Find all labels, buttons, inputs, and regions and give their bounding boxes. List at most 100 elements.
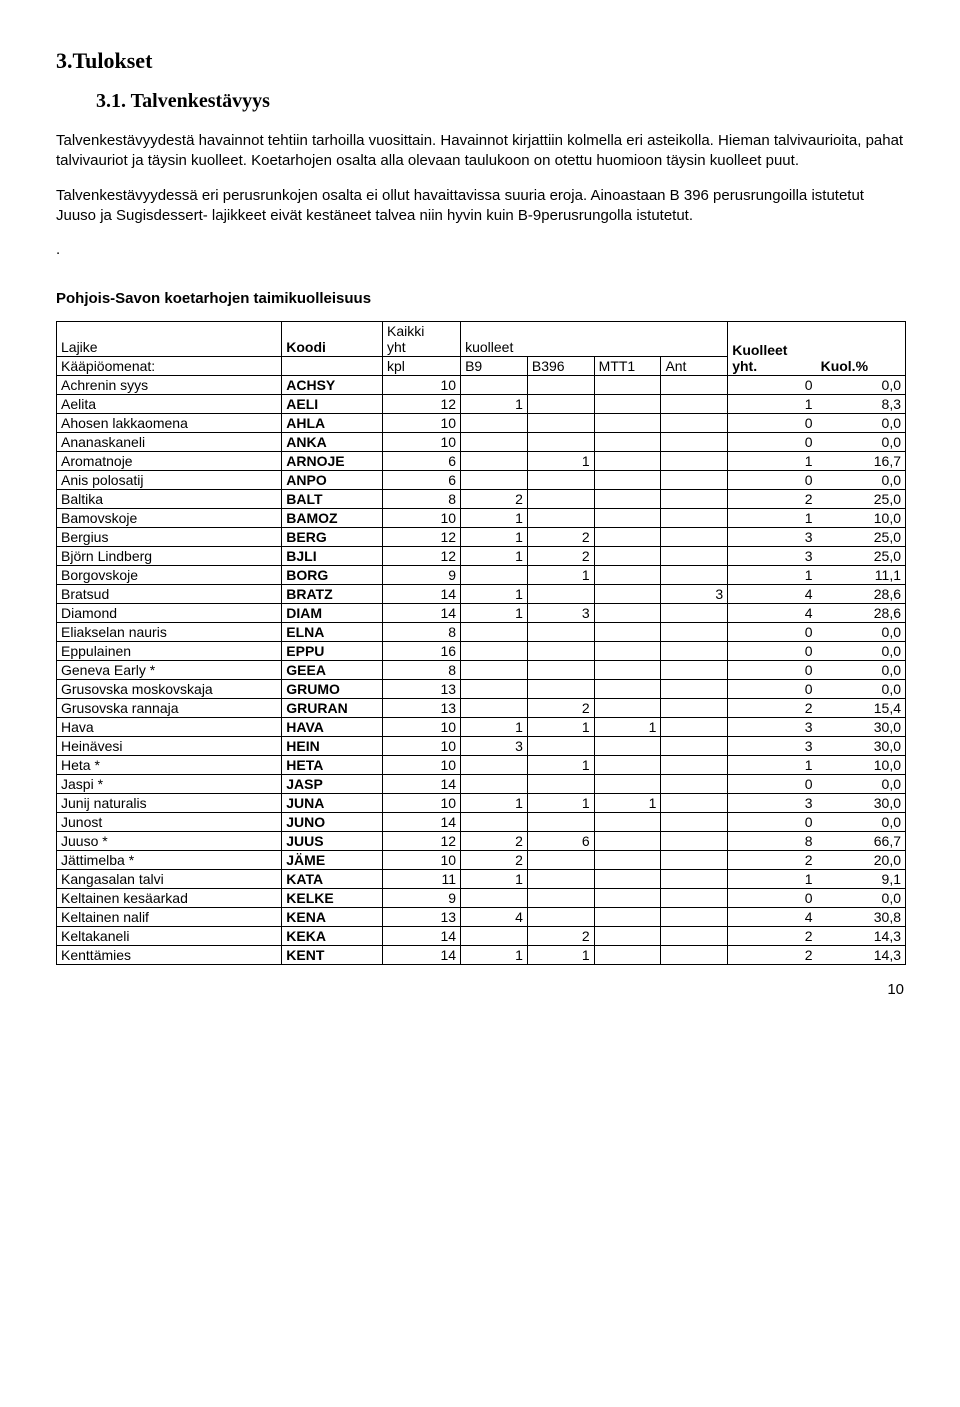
col-kaikkiyht: Kaikki yht <box>383 322 461 357</box>
cell-code: KENT <box>282 946 383 965</box>
cell-name: Bratsud <box>57 585 282 604</box>
col-koodi: Koodi <box>282 322 383 357</box>
cell-b9: 1 <box>461 946 528 965</box>
cell-mtt1 <box>594 908 661 927</box>
cell-b396: 6 <box>527 832 594 851</box>
cell-code: BAMOZ <box>282 509 383 528</box>
page-number: 10 <box>56 981 904 998</box>
cell-kuolpct: 0,0 <box>817 414 906 433</box>
cell-name: Jättimelba * <box>57 851 282 870</box>
cell-kpl: 14 <box>383 946 461 965</box>
cell-code: ELNA <box>282 623 383 642</box>
table-row: Junij naturalisJUNA10111330,0 <box>57 794 906 813</box>
cell-kuolpct: 14,3 <box>817 927 906 946</box>
cell-b396 <box>527 775 594 794</box>
cell-code: JASP <box>282 775 383 794</box>
cell-mtt1 <box>594 433 661 452</box>
cell-kuolpct: 30,0 <box>817 718 906 737</box>
cell-b9 <box>461 566 528 585</box>
cell-kuolleet-yht: 0 <box>728 775 817 794</box>
cell-code: BORG <box>282 566 383 585</box>
cell-b396: 3 <box>527 604 594 623</box>
table-row: BaltikaBALT82225,0 <box>57 490 906 509</box>
cell-name: Diamond <box>57 604 282 623</box>
cell-kuolleet-yht: 0 <box>728 414 817 433</box>
cell-kuolpct: 28,6 <box>817 604 906 623</box>
cell-kpl: 8 <box>383 490 461 509</box>
cell-code: JUNO <box>282 813 383 832</box>
cell-ant <box>661 680 728 699</box>
cell-b396: 2 <box>527 927 594 946</box>
kaikki-line2: yht <box>387 339 406 355</box>
heading-sub: 3.1. Talvenkestävyys <box>96 90 904 113</box>
cell-mtt1 <box>594 756 661 775</box>
cell-ant <box>661 433 728 452</box>
cell-ant <box>661 908 728 927</box>
cell-kuolpct: 25,0 <box>817 490 906 509</box>
col-b9: B9 <box>461 357 528 376</box>
cell-kpl: 14 <box>383 775 461 794</box>
cell-name: Achrenin syys <box>57 376 282 395</box>
cell-ant <box>661 395 728 414</box>
cell-mtt1 <box>594 395 661 414</box>
table-row: Geneva Early *GEEA800,0 <box>57 661 906 680</box>
table-row: DiamondDIAM1413428,6 <box>57 604 906 623</box>
cell-kuolleet-yht: 4 <box>728 604 817 623</box>
table-row: Eliakselan naurisELNA800,0 <box>57 623 906 642</box>
table-row: Grusovska rannajaGRURAN132215,4 <box>57 699 906 718</box>
cell-mtt1: 1 <box>594 718 661 737</box>
cell-code: DIAM <box>282 604 383 623</box>
cell-code: BRATZ <box>282 585 383 604</box>
cell-b9 <box>461 813 528 832</box>
cell-name: Junost <box>57 813 282 832</box>
cell-ant <box>661 756 728 775</box>
cell-ant: 3 <box>661 585 728 604</box>
cell-code: HAVA <box>282 718 383 737</box>
table-row: AnanaskaneliANKA1000,0 <box>57 433 906 452</box>
cell-kpl: 10 <box>383 756 461 775</box>
cell-b396 <box>527 471 594 490</box>
col-kuolleet: kuolleet <box>461 322 728 357</box>
table-row: AromatnojeARNOJE61116,7 <box>57 452 906 471</box>
cell-kuolpct: 9,1 <box>817 870 906 889</box>
cell-b396 <box>527 623 594 642</box>
cell-kuolleet-yht: 0 <box>728 623 817 642</box>
cell-b9: 1 <box>461 528 528 547</box>
cell-b9 <box>461 889 528 908</box>
cell-kuolpct: 14,3 <box>817 946 906 965</box>
cell-kuolleet-yht: 4 <box>728 908 817 927</box>
cell-kuolleet-yht: 3 <box>728 547 817 566</box>
cell-mtt1 <box>594 642 661 661</box>
cell-code: EPPU <box>282 642 383 661</box>
cell-kpl: 10 <box>383 376 461 395</box>
cell-kuolleet-yht: 0 <box>728 889 817 908</box>
cell-mtt1 <box>594 376 661 395</box>
cell-ant <box>661 509 728 528</box>
cell-b9 <box>461 623 528 642</box>
cell-name: Ananaskaneli <box>57 433 282 452</box>
cell-mtt1 <box>594 566 661 585</box>
table-row: Jaspi *JASP1400,0 <box>57 775 906 794</box>
cell-name: Heinävesi <box>57 737 282 756</box>
cell-code: GEEA <box>282 661 383 680</box>
cell-code: AHLA <box>282 414 383 433</box>
cell-kuolpct: 15,4 <box>817 699 906 718</box>
kuolleet-line1: Kuolleet <box>732 342 787 358</box>
cell-name: Borgovskoje <box>57 566 282 585</box>
table-row: Grusovska moskovskajaGRUMO1300,0 <box>57 680 906 699</box>
cell-name: Bergius <box>57 528 282 547</box>
cell-ant <box>661 452 728 471</box>
cell-kuolpct: 0,0 <box>817 433 906 452</box>
cell-kpl: 12 <box>383 528 461 547</box>
cell-b396: 1 <box>527 718 594 737</box>
table-row: BergiusBERG1212325,0 <box>57 528 906 547</box>
cell-code: HEIN <box>282 737 383 756</box>
cell-kpl: 11 <box>383 870 461 889</box>
cell-mtt1 <box>594 832 661 851</box>
cell-name: Björn Lindberg <box>57 547 282 566</box>
table-row: BorgovskojeBORG91111,1 <box>57 566 906 585</box>
table-row: Ahosen lakkaomenaAHLA1000,0 <box>57 414 906 433</box>
cell-name: Bamovskoje <box>57 509 282 528</box>
cell-mtt1 <box>594 471 661 490</box>
cell-kpl: 14 <box>383 813 461 832</box>
